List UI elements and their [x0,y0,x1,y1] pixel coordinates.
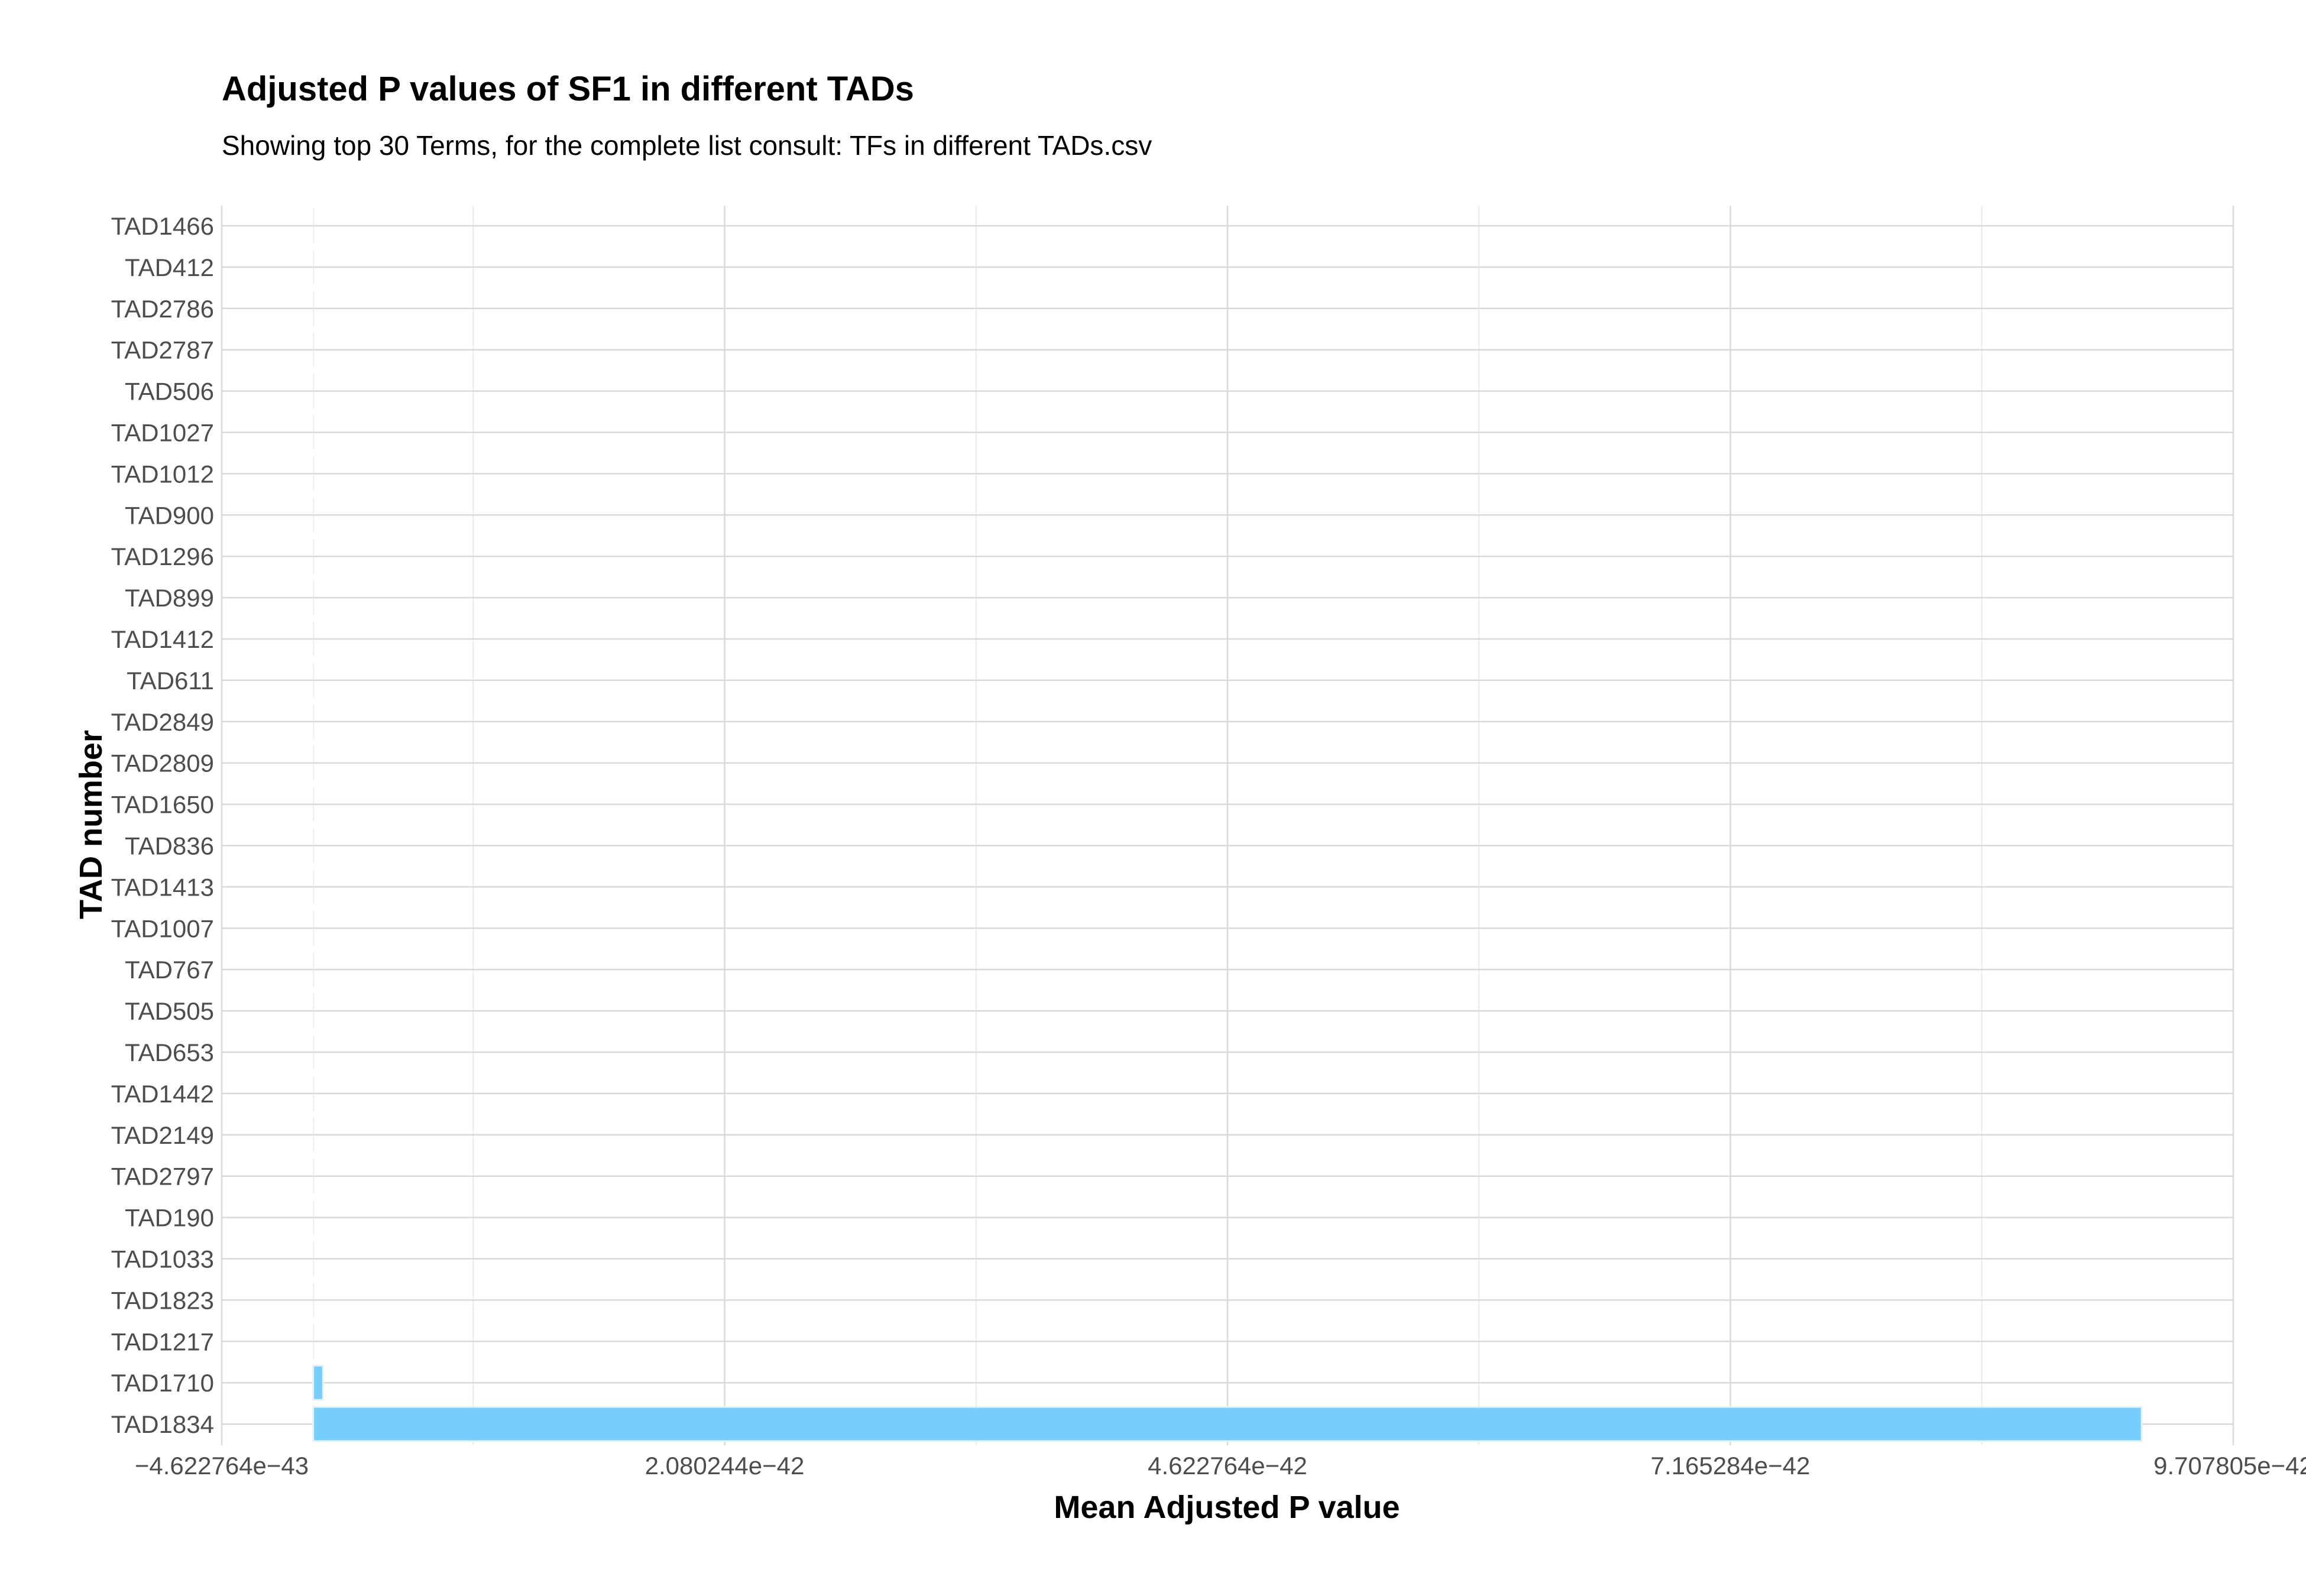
y-tick-label: TAD1442 [111,1080,214,1108]
bar [313,1076,314,1111]
y-tick-label: TAD611 [127,667,214,695]
bar [313,415,314,450]
bar [312,1364,324,1401]
bar [313,1159,314,1193]
bar [313,539,314,574]
bar [313,663,314,698]
y-tick-label: TAD505 [125,997,214,1025]
y-tick-label: TAD1710 [111,1369,214,1397]
bar [313,870,314,904]
y-tick-label: TAD506 [125,378,214,406]
bar [313,498,314,533]
bar [313,580,314,615]
bar [313,704,314,739]
x-tick-label: 4.622764e−42 [1148,1452,1307,1480]
y-tick-label: TAD836 [125,832,214,860]
y-tick-label: TAD190 [125,1204,214,1232]
bar [313,994,314,1029]
y-tick-label: TAD1296 [111,543,214,570]
y-axis-title: TAD number [73,730,109,919]
bar [313,332,314,367]
y-tick-label: TAD653 [125,1039,214,1066]
bar [313,1324,314,1359]
bar [313,1283,314,1318]
x-tick-label: 2.080244e−42 [645,1452,805,1480]
bar [313,249,314,284]
y-tick-label: TAD1027 [111,419,214,447]
bar [313,1117,314,1152]
bar [313,456,314,491]
y-tick-label: TAD900 [125,501,214,529]
y-tick-label: TAD1650 [111,791,214,819]
bar [313,1241,314,1276]
bar [313,1200,314,1235]
bar [313,291,314,326]
y-tick-label: TAD2786 [111,295,214,323]
y-tick-label: TAD899 [125,584,214,612]
bar [313,787,314,822]
bar [313,911,314,946]
bar [313,745,314,780]
x-tick-label: 9.707805e−42 [2153,1452,2306,1480]
bar [313,828,314,863]
chart-title: Adjusted P values of SF1 in different TA… [222,70,914,108]
y-tick-label: TAD1033 [111,1245,214,1273]
y-tick-label: TAD1466 [111,212,214,240]
y-tick-label: TAD2149 [111,1121,214,1149]
y-tick-label: TAD2787 [111,336,214,364]
y-tick-label: TAD1217 [111,1328,214,1355]
y-tick-label: TAD1007 [111,914,214,942]
x-tick-label: −4.622764e−43 [135,1452,309,1480]
bar [313,209,314,243]
y-tick-label: TAD1012 [111,460,214,488]
x-tick-labels: −4.622764e−43 2.080244e−42 4.622764e−42 7.1… [135,1452,2306,1480]
bar [313,622,314,656]
bar [313,1035,314,1069]
y-tick-label: TAD1413 [111,873,214,901]
y-tick-label: TAD1823 [111,1286,214,1314]
y-tick-labels: TAD1466 TAD412 TAD2786 TAD2787 TAD506 TAD1027… [111,212,214,1438]
y-tick-label: TAD1412 [111,625,214,653]
y-tick-label: TAD767 [125,956,214,984]
y-tick-label: TAD1834 [111,1410,214,1438]
chart-subtitle: Showing top 30 Terms, for the complete l… [222,130,1152,161]
bar [312,1406,2143,1442]
y-tick-label: TAD2849 [111,708,214,736]
y-tick-label: TAD2797 [111,1163,214,1190]
bars [312,209,2143,1442]
x-axis-title: Mean Adjusted P value [1054,1490,1400,1525]
x-tick-label: 7.165284e−42 [1651,1452,1811,1480]
bar [313,374,314,408]
y-tick-label: TAD412 [125,254,214,281]
y-tick-label: TAD2809 [111,750,214,777]
bar [313,952,314,987]
